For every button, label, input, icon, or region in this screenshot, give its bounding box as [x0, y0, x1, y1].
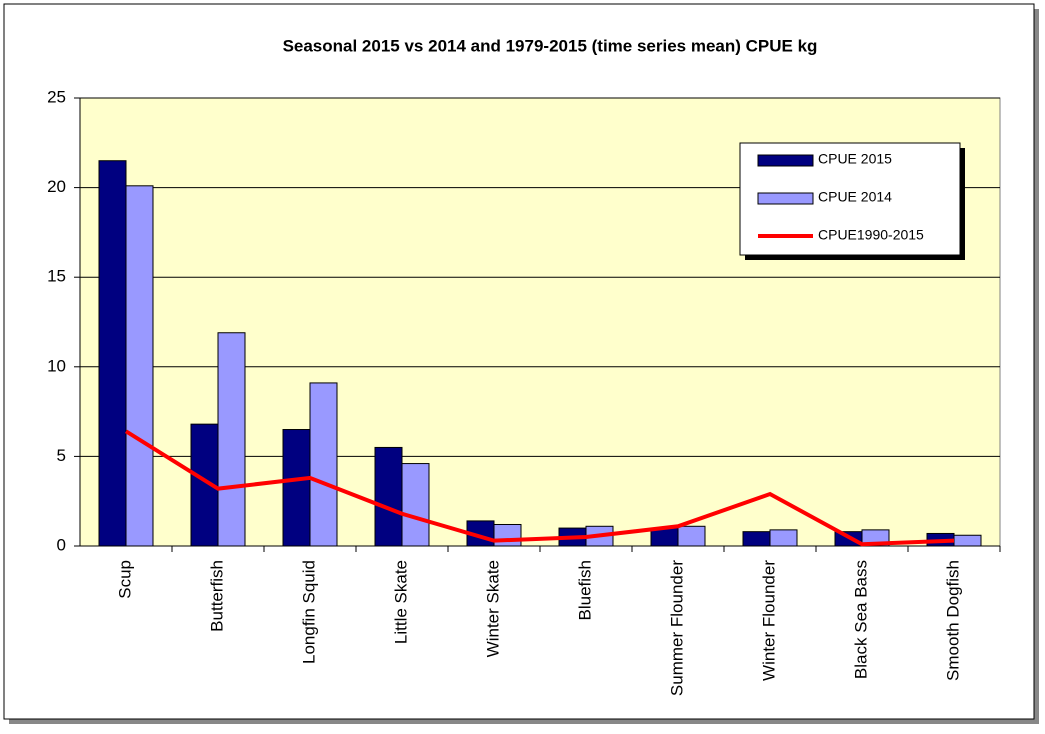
x-tick-label: Winter Flounder	[759, 560, 778, 681]
x-tick-label: Black Sea Bass	[851, 560, 870, 679]
bar	[282, 429, 311, 547]
bar	[98, 160, 127, 547]
bar	[493, 523, 522, 547]
x-tick-label: Summer Flounder	[667, 560, 686, 696]
legend-label: CPUE1990-2015	[818, 227, 924, 243]
bar	[742, 531, 771, 547]
x-tick-label: Little Skate	[391, 560, 410, 644]
legend-swatch	[757, 192, 814, 205]
legend-swatch	[757, 154, 814, 167]
y-tick-label: 0	[57, 535, 66, 554]
y-tick-label: 5	[57, 446, 66, 465]
bar	[374, 446, 403, 547]
line-series	[124, 429, 955, 547]
x-tick-label: Scup	[115, 560, 134, 599]
bar	[953, 534, 982, 547]
y-tick-label: 25	[47, 87, 66, 106]
legend-label: CPUE 2014	[818, 189, 892, 205]
bar	[677, 525, 706, 547]
bar	[217, 332, 246, 547]
bar	[125, 185, 154, 547]
bar	[309, 382, 338, 547]
y-tick-label: 10	[47, 356, 66, 375]
x-tick-label: Bluefish	[575, 560, 594, 620]
y-tick-label: 15	[47, 267, 66, 286]
x-tick-label: Smooth Dogfish	[943, 560, 962, 681]
x-tick-label: Longfin Squid	[299, 560, 318, 664]
chart-title: Seasonal 2015 vs 2014 and 1979-2015 (tim…	[283, 36, 818, 55]
y-tick-label: 20	[47, 177, 66, 196]
bar	[401, 463, 430, 547]
x-tick-label: Winter Skate	[483, 560, 502, 657]
x-tick-label: Butterfish	[207, 560, 226, 632]
bar	[769, 529, 798, 547]
legend-label: CPUE 2015	[818, 151, 892, 167]
